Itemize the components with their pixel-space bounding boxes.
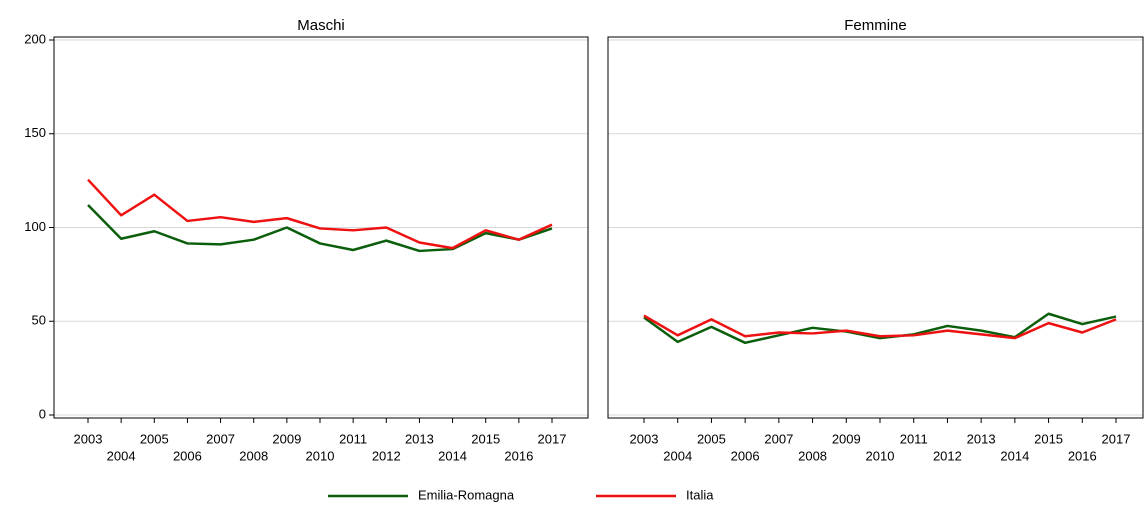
x-tick-label: 2009 <box>832 431 861 446</box>
x-tick-label: 2016 <box>504 448 533 463</box>
x-tick-label: 2017 <box>538 431 567 446</box>
x-tick-label: 2008 <box>798 448 827 463</box>
x-tick-label: 2003 <box>630 431 659 446</box>
x-tick-label: 2012 <box>933 448 962 463</box>
x-tick-label: 2016 <box>1068 448 1097 463</box>
y-tick-label: 50 <box>32 313 46 328</box>
plot-frame <box>607 36 1144 419</box>
x-tick-label: 2014 <box>438 448 467 463</box>
x-tick-label: 2011 <box>339 431 367 446</box>
x-tick-label: 2011 <box>900 431 928 446</box>
x-tick-label: 2006 <box>731 448 760 463</box>
x-tick-label: 2009 <box>272 431 301 446</box>
x-tick-label: 2010 <box>866 448 895 463</box>
x-tick-label: 2004 <box>107 448 136 463</box>
x-tick-label: 2010 <box>306 448 335 463</box>
series-line <box>643 314 1117 340</box>
y-tick-label: 100 <box>24 219 46 234</box>
series-line <box>87 204 553 253</box>
panel-title: Femmine <box>844 17 907 34</box>
x-tick-label: 2007 <box>206 431 235 446</box>
panel-title: Maschi <box>297 17 345 34</box>
legend-label: Emilia-Romagna <box>418 487 515 502</box>
x-tick-label: 2013 <box>405 431 434 446</box>
x-tick-label: 2004 <box>663 448 692 463</box>
x-tick-label: 2014 <box>1000 448 1029 463</box>
x-tick-label: 2005 <box>697 431 726 446</box>
y-tick-label: 200 <box>24 31 46 46</box>
x-tick-label: 2012 <box>372 448 401 463</box>
series-line <box>87 178 553 250</box>
legend-label: Italia <box>686 487 714 502</box>
y-tick-label: 0 <box>39 406 46 421</box>
plot-frame <box>53 36 589 419</box>
x-tick-label: 2006 <box>173 448 202 463</box>
x-tick-label: 2015 <box>1034 431 1063 446</box>
x-tick-label: 2013 <box>967 431 996 446</box>
x-tick-label: 2017 <box>1102 431 1131 446</box>
x-tick-label: 2005 <box>140 431 169 446</box>
y-tick-label: 150 <box>24 125 46 140</box>
x-tick-label: 2008 <box>239 448 268 463</box>
series-line <box>643 312 1117 345</box>
x-tick-label: 2015 <box>471 431 500 446</box>
x-tick-label: 2007 <box>764 431 793 446</box>
x-tick-label: 2003 <box>74 431 103 446</box>
